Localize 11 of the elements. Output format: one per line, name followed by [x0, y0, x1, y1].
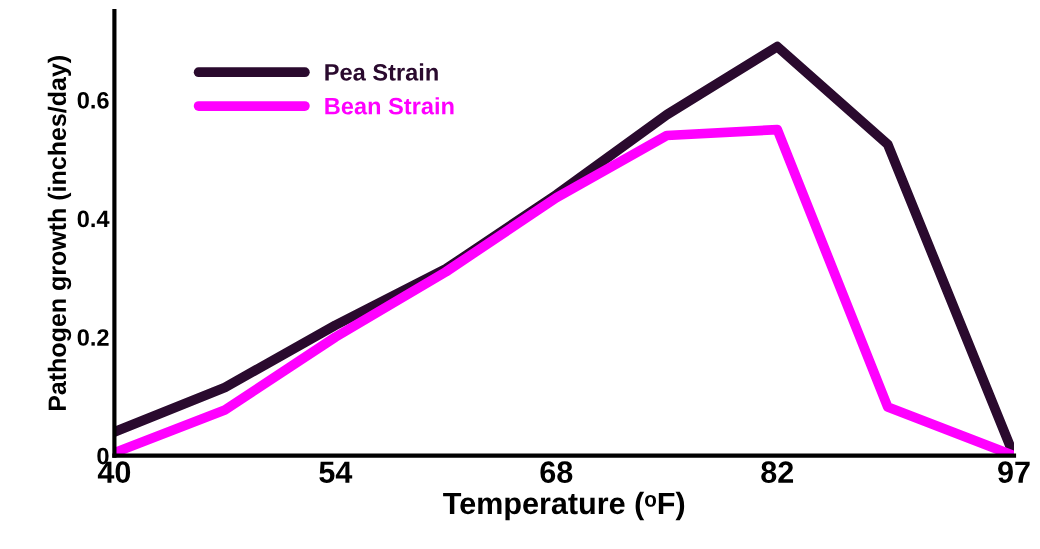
y-tick-label: 0.6 [77, 91, 109, 109]
y-tick-label: 0.4 [77, 210, 110, 228]
x-tick-label: 82 [761, 461, 794, 483]
y-axis-title: Pathogen growth (inches/day) [47, 56, 72, 411]
x-tick-label: 54 [319, 461, 353, 483]
x-tick-label: 97 [998, 461, 1030, 483]
x-axis-title: Temperature (ᵒF) [443, 491, 685, 521]
legend-label: Bean Strain [325, 97, 454, 115]
legend-label: Pea Strain [325, 63, 438, 81]
y-tick-label: 0.2 [77, 329, 109, 346]
x-tick-label: 68 [540, 461, 573, 483]
